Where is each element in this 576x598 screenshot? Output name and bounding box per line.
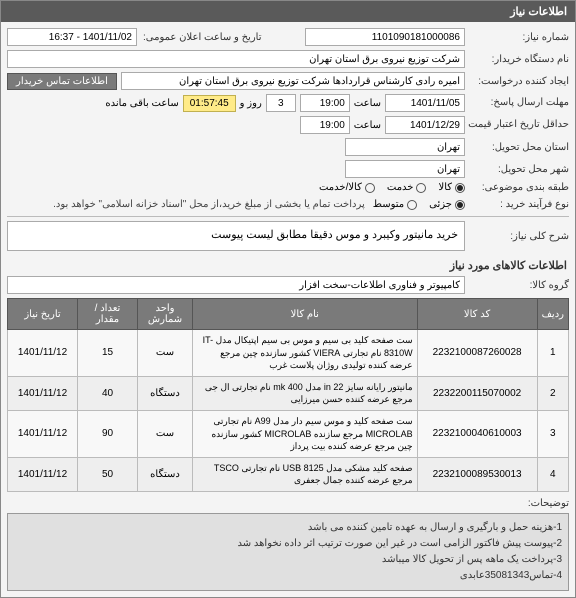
table-cell: ست	[138, 410, 193, 457]
validity-time-label: ساعت	[354, 120, 381, 131]
explain-label: توضیحات:	[509, 498, 569, 509]
table-cell: 2232100040610003	[417, 410, 537, 457]
table-cell: 1401/11/12	[8, 410, 78, 457]
goods-group-label: گروه کالا:	[469, 280, 569, 291]
table-cell: 2232100087260028	[417, 330, 537, 377]
announce-label: تاریخ و ساعت اعلان عمومی:	[141, 32, 301, 43]
category-label: طبقه بندی موضوعی:	[469, 182, 569, 193]
goods-group-value: کامپیوتر و فناوری اطلاعات-سخت افزار	[7, 276, 465, 294]
radio-minor-label: جزئی	[429, 199, 452, 210]
table-header: تاریخ نیاز	[8, 299, 78, 330]
table-cell: 1401/11/12	[8, 330, 78, 377]
table-header: ردیف	[537, 299, 568, 330]
deadline-time: 19:00	[300, 94, 350, 112]
deadline-label: مهلت ارسال پاسخ:	[469, 97, 569, 109]
table-header: تعداد / مقدار	[78, 299, 138, 330]
validity-date: 1401/12/29	[385, 116, 465, 134]
radio-medium[interactable]: متوسط	[373, 199, 417, 210]
table-row: 12232100087260028ست صفحه کلید بی سیم و م…	[8, 330, 569, 377]
table-cell: 1401/11/12	[8, 457, 78, 491]
radio-both-label: کالا/خدمت	[319, 182, 362, 193]
need-title-value: خرید مانیتور وکیبرد و موس دقیقا مطابق لی…	[7, 221, 465, 251]
table-cell: 4	[537, 457, 568, 491]
panel-title: اطلاعات نیاز	[1, 1, 575, 22]
deadline-time-label: ساعت	[354, 98, 381, 109]
table-cell: ست صفحه کلید و موس سیم دار مدل A99 نام ت…	[193, 410, 418, 457]
radio-dot-icon	[365, 183, 375, 193]
buyer-label: نام دستگاه خریدار:	[469, 54, 569, 65]
radio-goods[interactable]: کالا	[438, 182, 465, 193]
table-cell: صفحه کلید مشکی مدل USB 8125 نام تجارتی T…	[193, 457, 418, 491]
creator-value: امیره رادی کارشناس قراردادها شرکت توزیع …	[121, 72, 465, 90]
goods-table: ردیفکد کالانام کالاواحد شمارشتعداد / مقد…	[7, 298, 569, 492]
note-line: 2-پیوست پیش فاکتور الزامی است در غیر این…	[14, 536, 562, 552]
main-panel: اطلاعات نیاز شماره نیاز: 110109018100008…	[0, 0, 576, 598]
remain-days-label: روز و	[240, 98, 262, 109]
table-cell: ست	[138, 330, 193, 377]
validity-label: حداقل تاریخ اعتبار قیمت تا تاریخ:	[469, 119, 569, 131]
need-no-label: شماره نیاز:	[469, 32, 569, 43]
radio-dot-icon	[416, 183, 426, 193]
deadline-date: 1401/11/05	[385, 94, 465, 112]
notes-box: 1-هزینه حمل و بارگیری و ارسال به عهده تا…	[7, 513, 569, 591]
remain-label: ساعت باقی مانده	[105, 98, 178, 109]
city-value: تهران	[345, 160, 465, 178]
table-cell: 50	[78, 457, 138, 491]
table-row: 32232100040610003ست صفحه کلید و موس سیم …	[8, 410, 569, 457]
radio-medium-label: متوسط	[373, 199, 404, 210]
table-cell: دستگاه	[138, 376, 193, 410]
table-cell: 1	[537, 330, 568, 377]
table-header: نام کالا	[193, 299, 418, 330]
province-value: تهران	[345, 138, 465, 156]
table-cell: 40	[78, 376, 138, 410]
contact-buyer-button[interactable]: اطلاعات تماس خریدار	[7, 73, 117, 90]
category-radio-group: کالا خدمت کالا/خدمت	[319, 182, 465, 193]
table-cell: 15	[78, 330, 138, 377]
need-no-value: 1101090181000086	[305, 28, 465, 46]
announce-value: 1401/11/02 - 16:37	[7, 28, 137, 46]
creator-label: ایجاد کننده درخواست:	[469, 76, 569, 87]
table-cell: 1401/11/12	[8, 376, 78, 410]
radio-dot-icon	[455, 200, 465, 210]
radio-service[interactable]: خدمت	[387, 182, 427, 193]
table-cell: 3	[537, 410, 568, 457]
table-cell: دستگاه	[138, 457, 193, 491]
remain-days: 3	[266, 94, 296, 112]
payment-note: پرداخت تمام یا بخشی از مبلغ خرید،از محل …	[7, 197, 369, 212]
table-cell: مانیتور رایانه سایز 22 in مدل mk 400 نام…	[193, 376, 418, 410]
radio-both[interactable]: کالا/خدمت	[319, 182, 375, 193]
note-line: 4-تماس35081343عابدی	[14, 568, 562, 584]
table-cell: 2232100089530013	[417, 457, 537, 491]
remain-time: 01:57:45	[183, 95, 236, 112]
radio-service-label: خدمت	[387, 182, 414, 193]
table-cell: 2	[537, 376, 568, 410]
city-label: شهر محل تحویل:	[469, 164, 569, 175]
province-label: استان محل تحویل:	[469, 142, 569, 153]
table-row: 42232100089530013صفحه کلید مشکی مدل USB …	[8, 457, 569, 491]
buy-type-label: نوع فرآیند خرید :	[469, 199, 569, 210]
validity-time: 19:00	[300, 116, 350, 134]
need-title-label: شرح کلی نیاز:	[469, 231, 569, 242]
note-line: 3-پرداخت یک ماهه پس از تحویل کالا میباشد	[14, 552, 562, 568]
table-cell: 90	[78, 410, 138, 457]
table-row: 22232200115070002مانیتور رایانه سایز 22 …	[8, 376, 569, 410]
table-cell: ست صفحه کلید بی سیم و موس بی سیم اپتیکال…	[193, 330, 418, 377]
form-body: شماره نیاز: 1101090181000086 تاریخ و ساع…	[1, 22, 575, 597]
buyer-value: شرکت توزیع نیروی برق استان تهران	[7, 50, 465, 68]
table-header: کد کالا	[417, 299, 537, 330]
goods-section-label: اطلاعات کالاهای مورد نیاز	[7, 255, 569, 276]
buy-type-radio-group: جزئی متوسط	[373, 199, 465, 210]
radio-dot-icon	[407, 200, 417, 210]
radio-minor[interactable]: جزئی	[429, 199, 465, 210]
table-cell: 2232200115070002	[417, 376, 537, 410]
table-header: واحد شمارش	[138, 299, 193, 330]
note-line: 1-هزینه حمل و بارگیری و ارسال به عهده تا…	[14, 520, 562, 536]
radio-dot-icon	[455, 183, 465, 193]
radio-goods-label: کالا	[438, 182, 452, 193]
